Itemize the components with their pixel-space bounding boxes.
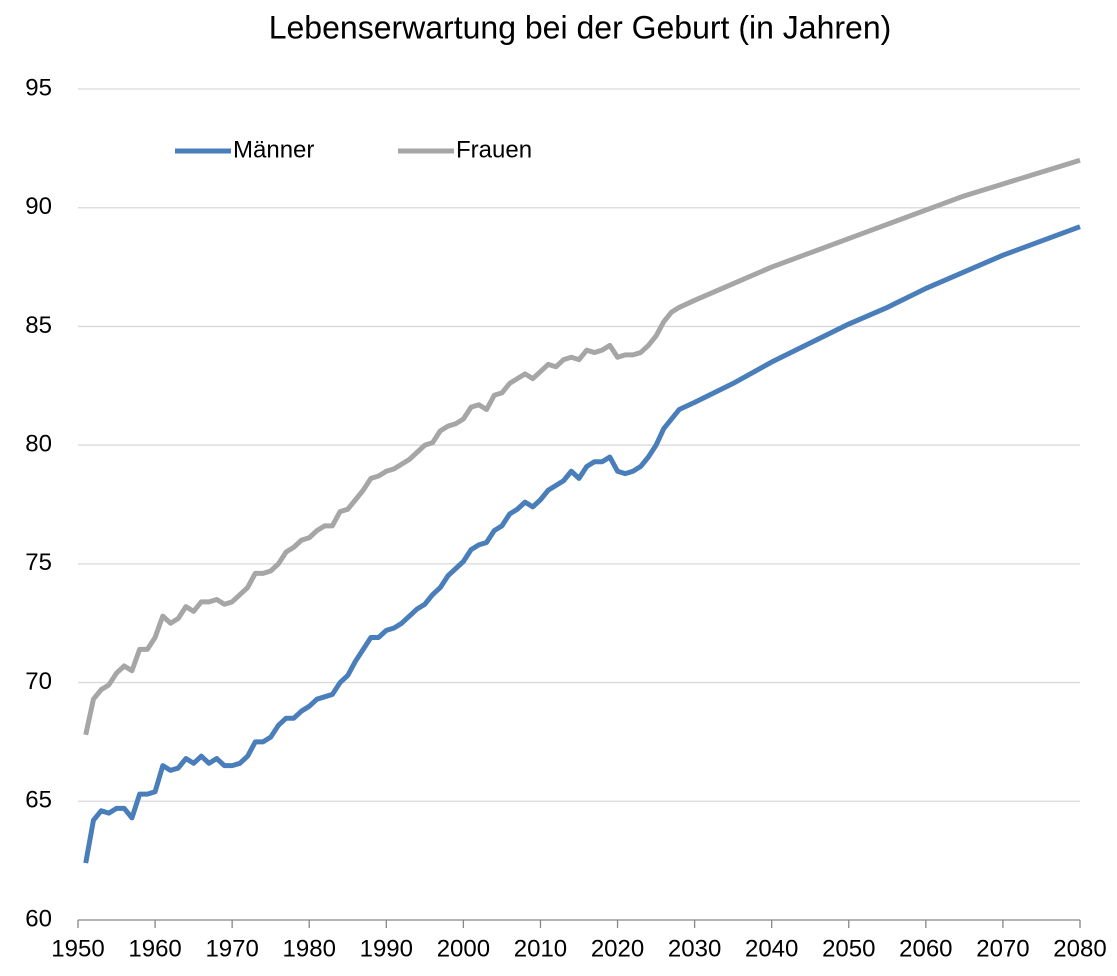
x-tick-label: 2000 — [437, 935, 490, 962]
x-tick-label: 2040 — [745, 935, 798, 962]
line — [83, 157, 1081, 736]
x-tick-label: 2080 — [1053, 935, 1106, 962]
y-tick-label: 85 — [25, 312, 52, 339]
y-tick-label: 75 — [25, 549, 52, 576]
x-tick-label: 2010 — [514, 935, 567, 962]
y-tick-label: 90 — [25, 193, 52, 220]
y-tick-label: 65 — [25, 787, 52, 814]
x-tick-label: 2070 — [976, 935, 1029, 962]
y-tick-label: 60 — [25, 905, 52, 932]
x-tick-label: 2030 — [668, 935, 721, 962]
legend-label: Frauen — [456, 136, 532, 163]
y-tick-label: 80 — [25, 430, 52, 457]
x-tick-label: 1980 — [283, 935, 336, 962]
line — [83, 224, 1081, 864]
y-tick-label: 95 — [25, 74, 52, 101]
x-tick-label: 2050 — [822, 935, 875, 962]
legend-label: Männer — [233, 136, 314, 163]
y-tick-label: 70 — [25, 668, 52, 695]
chart-title: Lebenserwartung bei der Geburt (in Jahre… — [269, 9, 892, 45]
x-tick-label: 2020 — [591, 935, 644, 962]
x-tick-label: 2060 — [899, 935, 952, 962]
x-tick-label: 1950 — [51, 935, 104, 962]
x-tick-label: 1970 — [205, 935, 258, 962]
x-tick-label: 1960 — [128, 935, 181, 962]
x-tick-label: 1990 — [360, 935, 413, 962]
